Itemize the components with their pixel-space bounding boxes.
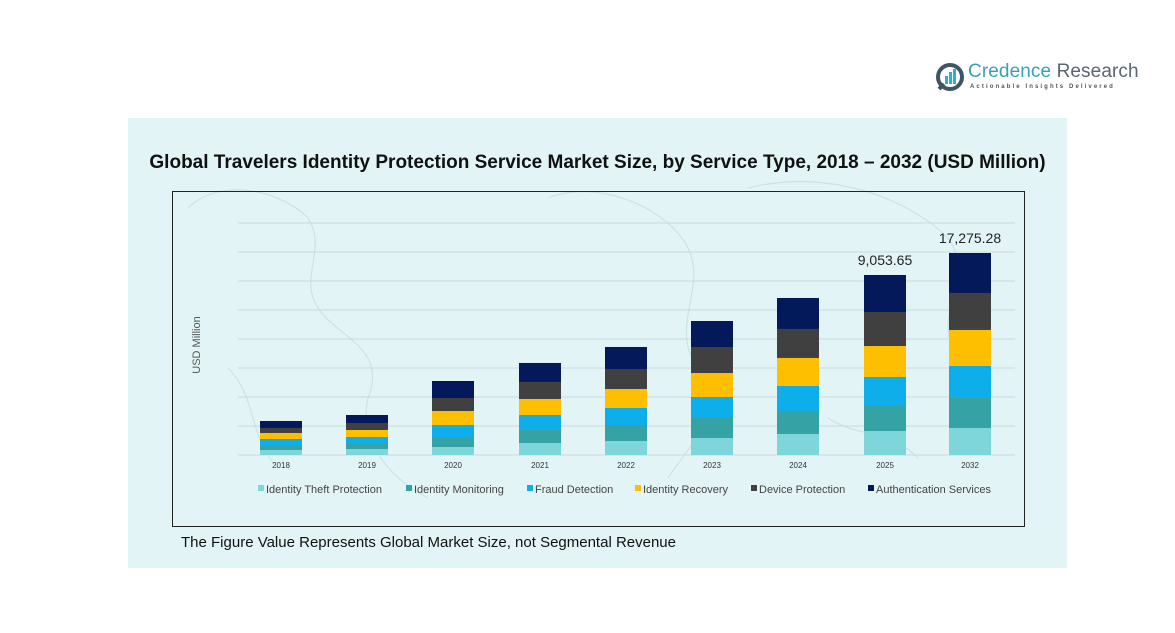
brand-name: Credence Research <box>968 61 1139 83</box>
bar-segment-2018-4 <box>260 427 302 433</box>
bar-segment-2018-2 <box>260 438 302 446</box>
y-axis-label: USD Million <box>191 316 203 373</box>
legend-label: Device Protection <box>759 484 845 496</box>
x-tick-labels: 2018 2019 2020 2021 2022 2023 2024 2025 2032 <box>272 461 979 470</box>
footnote: The Figure Value Represents Global Marke… <box>181 534 676 551</box>
x-tick-label: 2022 <box>617 461 635 470</box>
bar-segment-2020-3 <box>432 411 474 425</box>
bar-segment-2022-5 <box>605 346 647 369</box>
bar-segment-2023-1 <box>691 418 733 439</box>
x-tick-label: 2025 <box>876 461 894 470</box>
bar-segment-2022-1 <box>605 424 647 442</box>
bar-segment-2022-3 <box>605 388 647 409</box>
bar-segment-2019-2 <box>346 436 388 444</box>
bar-segment-2032-4 <box>949 292 991 330</box>
total-label: 9,053.65 <box>858 252 913 268</box>
x-tick-label: 2019 <box>358 461 376 470</box>
x-tick-label: 2032 <box>961 461 979 470</box>
bar-segment-2019-4 <box>346 422 388 430</box>
bar-segment-2018-0 <box>260 449 302 455</box>
bar-segment-2023-0 <box>691 438 733 455</box>
bar-segment-2032-0 <box>949 427 991 455</box>
bar-segment-2020-1 <box>432 437 474 448</box>
brand-tagline: Actionable Insights Delivered <box>970 84 1115 90</box>
total-labels: 9,053.65 17,275.28 <box>858 230 1002 268</box>
legend-label: Identity Recovery <box>643 484 728 496</box>
brand-logo: Credence Research Actionable Insights De… <box>935 60 1139 96</box>
bar-segment-2024-4 <box>777 328 819 358</box>
legend-item: Device Protection <box>751 484 845 496</box>
bar-segment-2024-0 <box>777 434 819 455</box>
legend-label: Identity Monitoring <box>414 484 504 496</box>
plot-area-frame <box>172 191 1025 527</box>
x-tick-label: 2024 <box>789 461 807 470</box>
bar-segment-2023-2 <box>691 397 733 419</box>
brand-name-part2: Research <box>1051 61 1139 82</box>
bar-segment-2019-5 <box>346 414 388 423</box>
bar-segment-2021-2 <box>519 414 561 430</box>
bar-segment-2020-0 <box>432 447 474 455</box>
x-tick-label: 2021 <box>531 461 549 470</box>
bar-segment-2022-4 <box>605 368 647 389</box>
chart-title: Global Travelers Identity Protection Ser… <box>149 152 1046 173</box>
bar-segment-2025-3 <box>864 345 906 377</box>
legend-item: Authentication Services <box>868 484 991 496</box>
bar-segment-2024-3 <box>777 357 819 386</box>
bar-segment-2025-0 <box>864 431 906 455</box>
chart-panel: Global Travelers Identity Protection Ser… <box>128 118 1067 568</box>
legend-item: Identity Monitoring <box>406 484 504 496</box>
bar-segment-2025-5 <box>864 274 906 312</box>
bar-segment-2021-4 <box>519 381 561 399</box>
bar-segment-2021-0 <box>519 442 561 455</box>
bar-segment-2020-2 <box>432 424 474 438</box>
bar-segment-2024-2 <box>777 385 819 412</box>
legend-swatch <box>751 485 757 491</box>
bar-segment-2023-4 <box>691 347 733 374</box>
x-tick-label: 2018 <box>272 461 290 470</box>
bar-segment-2019-1 <box>346 443 388 449</box>
legend-item: Identity Recovery <box>635 484 728 496</box>
legend: Identity Theft Protection Identity Monito… <box>258 484 991 496</box>
legend-label: Identity Theft Protection <box>266 484 382 496</box>
x-tick-label: 2020 <box>444 461 462 470</box>
bar-segment-2024-1 <box>777 411 819 435</box>
brand-name-part1: Credence <box>968 61 1052 82</box>
legend-label: Authentication Services <box>876 484 991 496</box>
legend-swatch <box>527 485 533 491</box>
legend-swatch <box>868 485 874 491</box>
bar-segment-2020-5 <box>432 381 474 398</box>
bar-segment-2020-4 <box>432 397 474 412</box>
bar-segment-2024-5 <box>777 297 819 329</box>
bar-chart-circle-logo-icon <box>936 63 964 91</box>
bar-segment-2032-2 <box>949 365 991 398</box>
bar-segment-2021-1 <box>519 429 561 443</box>
bar-segment-2025-2 <box>864 376 906 405</box>
bar-segment-2018-1 <box>260 445 302 450</box>
total-label: 17,275.28 <box>939 230 1001 246</box>
bar-segment-2021-5 <box>519 362 561 382</box>
legend-swatch <box>406 485 412 491</box>
bar-segment-2023-3 <box>691 373 733 398</box>
bar-segment-2019-3 <box>346 429 388 437</box>
bar-segment-2018-3 <box>260 432 302 439</box>
bar-segment-2018-5 <box>260 420 302 428</box>
bar-segment-2032-5 <box>949 252 991 293</box>
bar-segment-2032-3 <box>949 329 991 366</box>
bar-segment-2021-3 <box>519 398 561 415</box>
bar-segment-2022-2 <box>605 408 647 425</box>
legend-swatch <box>258 485 264 491</box>
bar-segment-2025-1 <box>864 404 906 432</box>
bar-segment-2032-1 <box>949 397 991 428</box>
legend-item: Fraud Detection <box>527 484 613 496</box>
legend-swatch <box>635 485 641 491</box>
legend-item: Identity Theft Protection <box>258 484 382 496</box>
bars <box>260 252 991 455</box>
x-tick-label: 2023 <box>703 461 721 470</box>
legend-label: Fraud Detection <box>535 484 613 496</box>
bar-segment-2022-0 <box>605 441 647 455</box>
bar-segment-2019-0 <box>346 448 388 455</box>
bar-segment-2025-4 <box>864 311 906 346</box>
bar-segment-2023-5 <box>691 320 733 348</box>
